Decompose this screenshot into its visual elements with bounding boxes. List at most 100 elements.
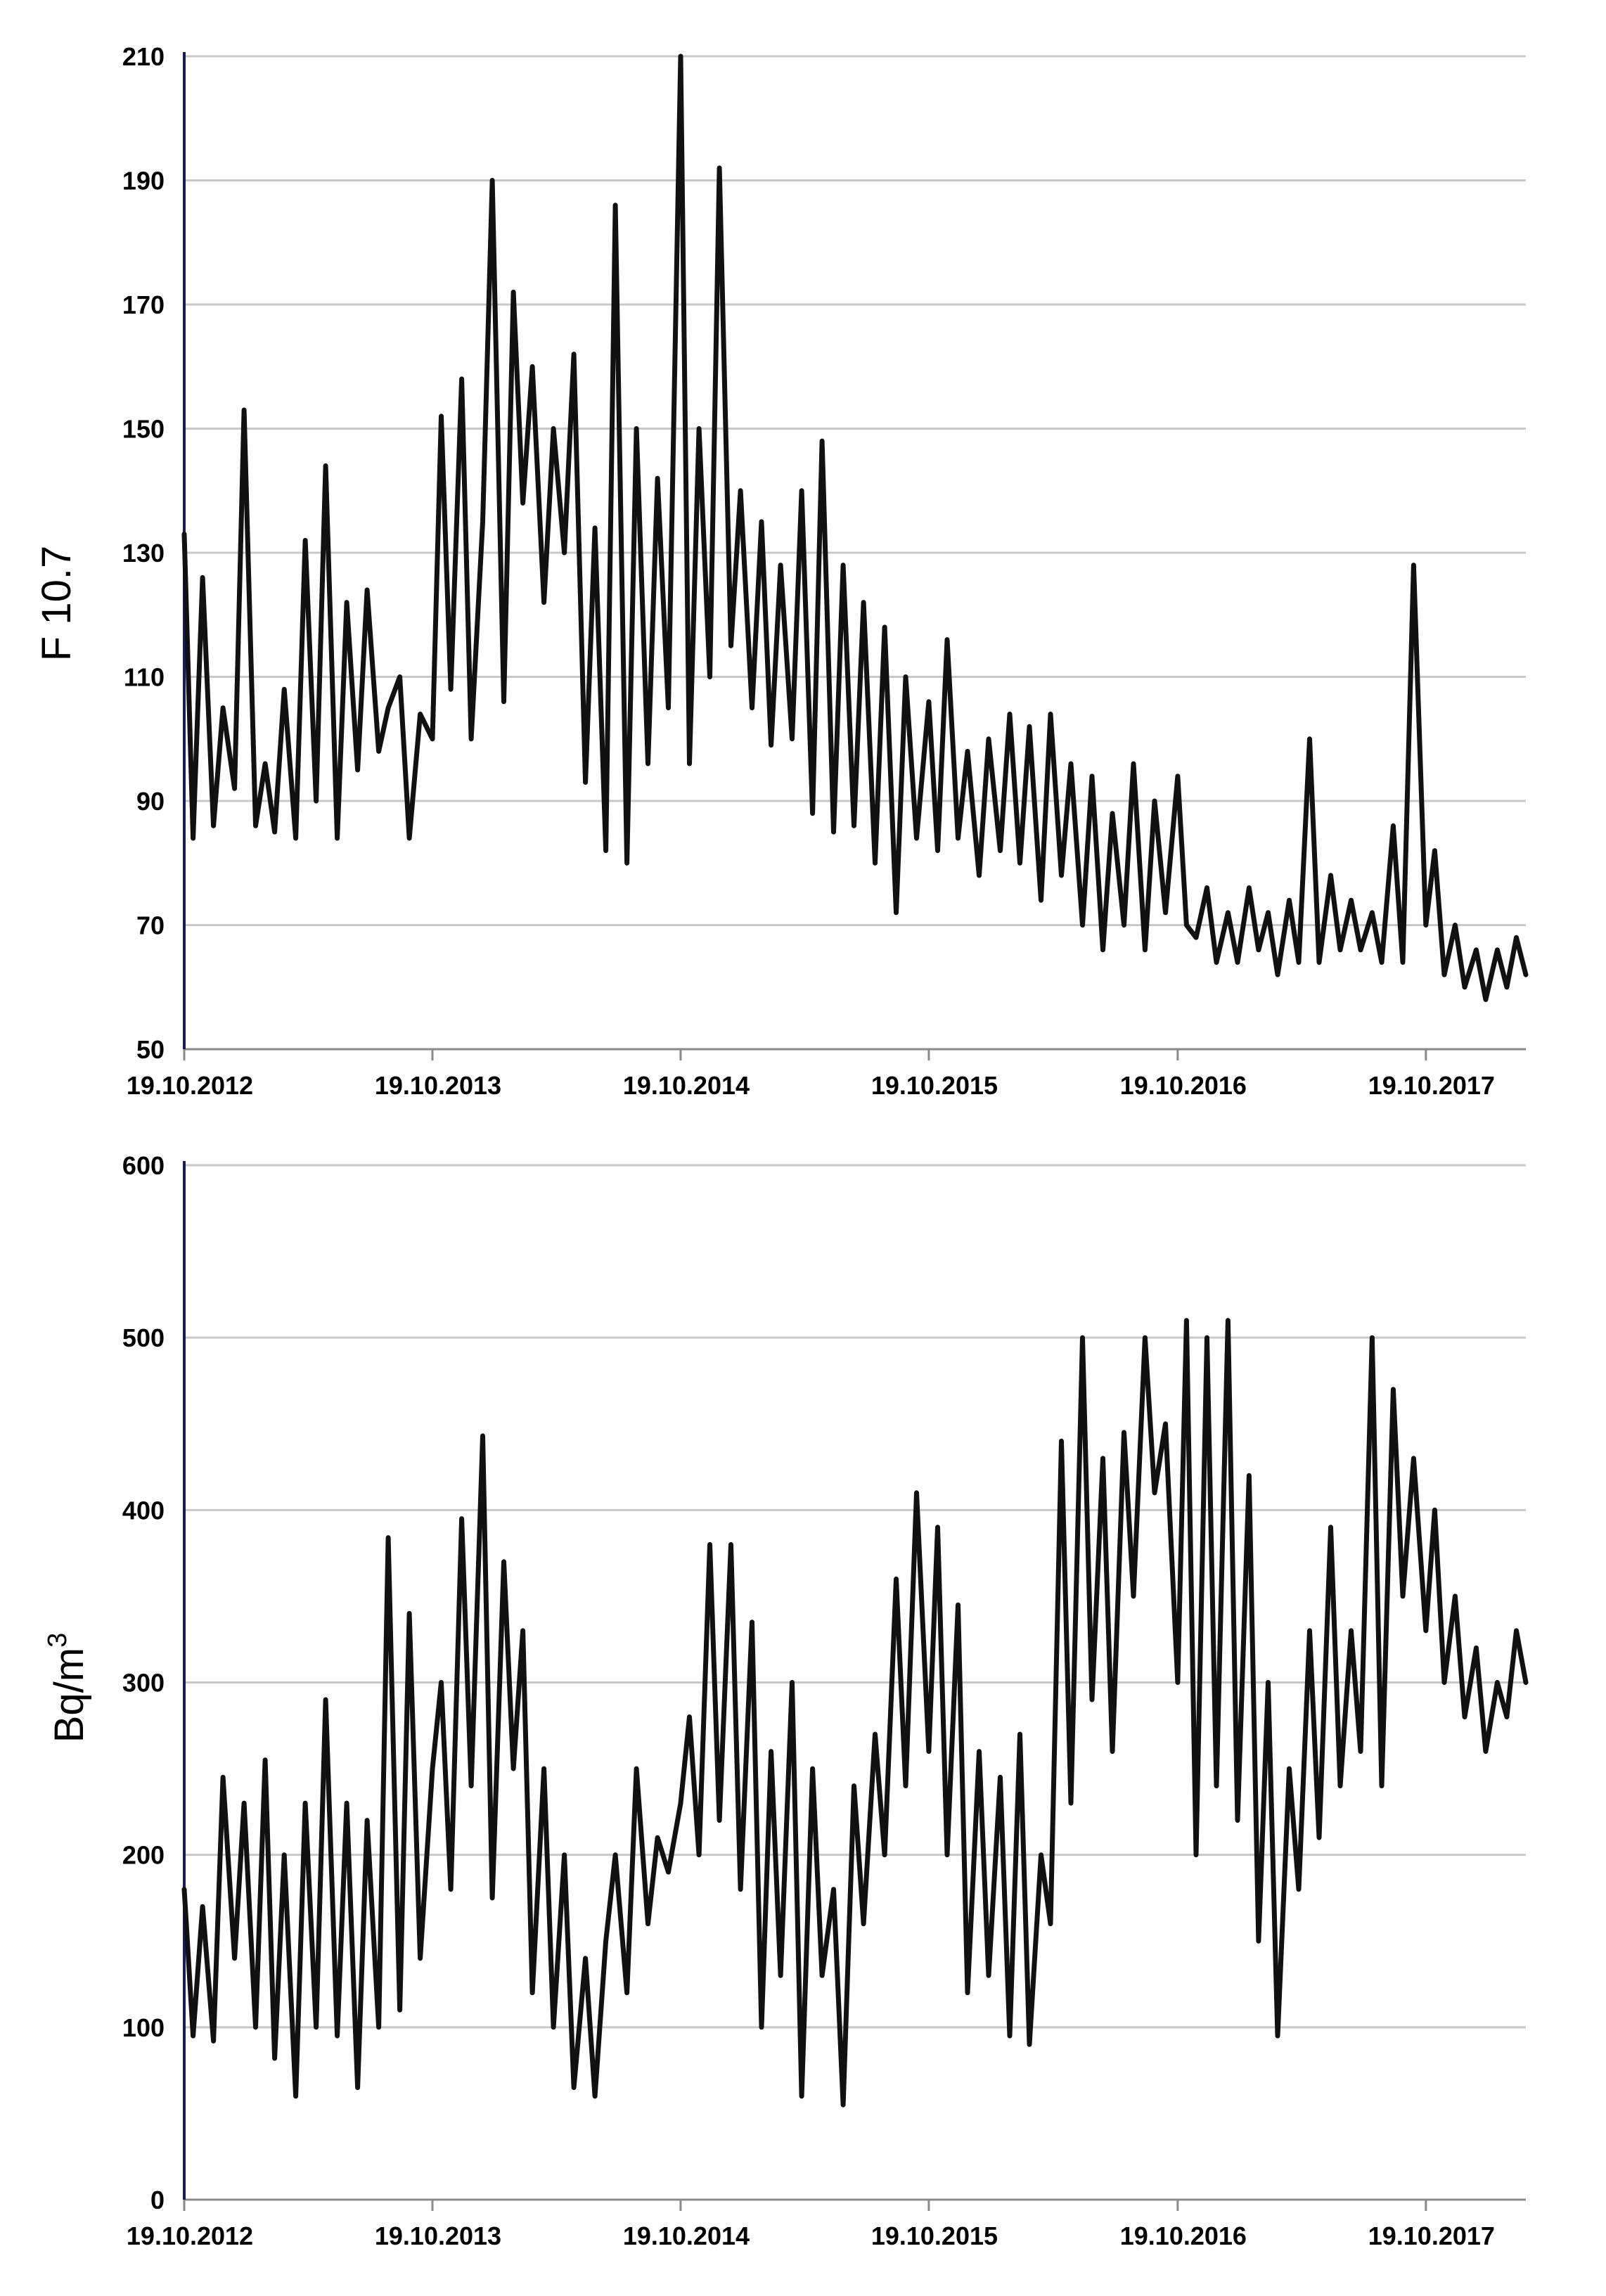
x-tick-label: 19.10.2017 [1368,2221,1495,2250]
data-point [625,861,629,865]
y-tick-label: 500 [122,1323,165,1352]
data-point [894,1577,898,1581]
data-point [304,1802,307,1805]
data-point [1069,1802,1072,1805]
data-point [233,1956,236,1960]
data-point [491,1897,494,1899]
data-point [779,563,783,567]
data-point [646,1922,650,1925]
data-point [470,1784,473,1788]
radon-panel: 0 100 200 300 400 500 600 19.10.2012 19.10.2013 1… [43,1151,1529,2250]
x-tick-label: 19.10.2014 [623,2221,750,2250]
data-point [1380,961,1383,964]
data-point [1266,911,1270,914]
data-point [521,1629,525,1632]
data-point [563,551,566,554]
data-point [1359,948,1362,951]
data-point [1039,1853,1043,1856]
data-point [481,1434,484,1437]
data-point [604,1939,608,1943]
data-point [760,2025,763,2029]
data-point [800,489,804,492]
data-point [1195,1853,1197,1856]
data-point [1018,861,1022,865]
data-point [1297,961,1300,964]
y-tick-label: 110 [124,663,165,692]
data-point [1226,911,1230,914]
data-point [698,427,701,430]
data-point [1018,1733,1022,1736]
data-point [1484,998,1487,1001]
data-point [418,712,422,716]
data-point [832,1887,835,1891]
x-tick-label: 19.10.2016 [1120,1071,1247,1100]
data-point [1329,873,1332,877]
data-point [1318,961,1321,964]
data-point [345,1802,349,1805]
data-point [221,1776,225,1779]
data-point [1401,1594,1404,1598]
data-point [1111,1750,1114,1753]
data-point [1443,973,1446,977]
data-point [1276,2034,1279,2038]
y-tick-label: 400 [122,1496,165,1525]
data-point [345,601,349,604]
data-point [873,861,877,865]
series-line [181,53,1529,1002]
data-point [1515,936,1518,939]
data-point [790,1681,794,1684]
data-point [1505,985,1508,989]
data-point [1132,1594,1135,1598]
data-point [729,644,733,648]
y-tick-label: 200 [122,1841,165,1870]
data-point [1122,1431,1126,1434]
data-point [811,1767,814,1771]
data-point [512,1767,515,1771]
data-point [584,781,587,784]
data-point [1370,1336,1374,1340]
data-point [977,1750,981,1753]
data-point [191,2034,195,2038]
data-point [1505,1715,1508,1719]
data-point [708,675,712,679]
data-point [521,501,525,505]
data-point [304,539,307,542]
data-point [1236,961,1239,964]
data-point [335,837,339,840]
data-point [233,787,236,790]
data-point [1287,899,1291,902]
data-point [821,1974,824,1977]
data-point [183,1887,186,1891]
data-point [739,1887,743,1891]
data-point [1463,985,1466,989]
data-point [1049,712,1052,716]
data-point [915,837,918,840]
data-point [294,837,297,840]
data-point [946,1853,949,1856]
data-point [439,414,443,418]
data-point [1443,1681,1446,1684]
data-point [842,2103,845,2107]
data-point [254,824,257,828]
data-point [1308,1629,1311,1632]
data-point [1329,1525,1332,1529]
data-point [201,576,205,579]
data-point [1153,800,1156,802]
data-point [593,2094,597,2098]
data-point [470,737,473,740]
data-point [1185,923,1188,927]
data-point [936,1525,939,1529]
data-point [449,688,453,691]
data-point [1101,1456,1105,1460]
data-point [614,1853,617,1856]
data-point [852,1784,856,1788]
data-point [936,849,939,852]
data-point [212,2039,215,2043]
data-point [862,601,866,604]
data-point [1524,973,1527,977]
data-point [667,1871,670,1874]
data-point [324,464,328,468]
data-point [254,2025,257,2029]
data-point [1475,1646,1478,1650]
data-point [1008,712,1011,716]
